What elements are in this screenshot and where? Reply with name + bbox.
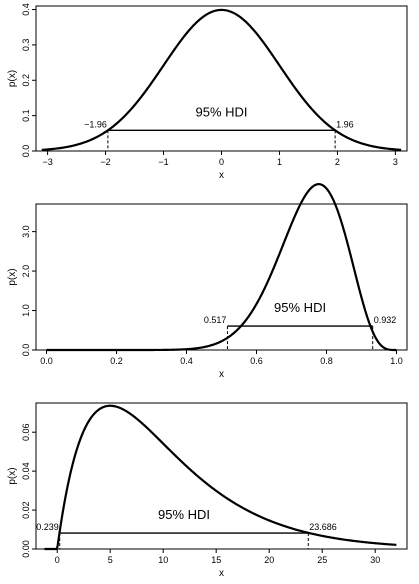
- x-tick-label: 10: [158, 555, 168, 565]
- x-tick-label: −1: [158, 157, 168, 167]
- y-tick-label: 0.04: [21, 462, 31, 480]
- y-tick-label: 0.4: [21, 3, 31, 16]
- x-tick-label: −3: [42, 157, 52, 167]
- x-tick-label: 1.0: [390, 356, 403, 366]
- x-tick-label: 30: [370, 555, 380, 565]
- y-tick-label: 0.02: [21, 501, 31, 519]
- x-tick-label: 0.6: [250, 356, 263, 366]
- y-tick-label: 3.0: [21, 225, 31, 238]
- y-tick-label: 0.06: [21, 423, 31, 441]
- x-tick-label: 0: [219, 157, 224, 167]
- x-tick-label: 0.4: [180, 356, 193, 366]
- x-tick-label: 25: [317, 555, 327, 565]
- y-axis-label: p(x): [7, 467, 18, 484]
- y-tick-label: 1.0: [21, 304, 31, 317]
- x-axis-label: x: [219, 568, 224, 579]
- x-tick-label: 0.8: [320, 356, 333, 366]
- x-axis-label: x: [219, 170, 224, 181]
- hdi-high-label: 23.686: [309, 522, 337, 532]
- x-tick-label: −2: [100, 157, 110, 167]
- hdi-high-label: 1.96: [336, 119, 354, 129]
- hdi-label: 95% HDI: [274, 300, 326, 315]
- hdi-label: 95% HDI: [158, 507, 210, 522]
- hdi-label: 95% HDI: [195, 104, 247, 119]
- x-axis-label: x: [219, 369, 224, 380]
- panel-1: −3 −2 −1 0 1 2 3 0.0 0.1 0.2 0.3 0.4 x p(x) 95% HDI −1.…: [7, 3, 408, 181]
- x-tick-label: 3: [393, 157, 398, 167]
- y-axis-label: p(x): [7, 268, 18, 285]
- x-tick-label: 0.0: [40, 356, 53, 366]
- hdi-high-label: 0.932: [374, 315, 397, 325]
- x-tick-label: 5: [108, 555, 113, 565]
- x-tick-label: 15: [211, 555, 221, 565]
- y-tick-label: 0.3: [21, 39, 31, 52]
- plot-frame: [35, 203, 408, 351]
- x-tick-label: 20: [264, 555, 274, 565]
- y-tick-label: 0.2: [21, 74, 31, 87]
- y-axis-label: p(x): [7, 70, 18, 87]
- x-tick-label: 0.2: [110, 356, 123, 366]
- hdi-low-label: −1.96: [84, 119, 107, 129]
- panel-3: 0 5 10 15 20 25 30 0.00 0.02 0.04 0.06 x p(x) 95% HDI…: [7, 402, 408, 579]
- y-tick-label: 2.0: [21, 265, 31, 278]
- hdi-low-label: 0.517: [204, 315, 227, 325]
- x-tick-label: 2: [335, 157, 340, 167]
- x-tick-label: 0: [55, 555, 60, 565]
- x-tick-label: 1: [277, 157, 282, 167]
- y-tick-label: 0.0: [21, 145, 31, 158]
- density-curve: [41, 8, 402, 151]
- hdi-low-label: 0.239: [36, 522, 59, 532]
- y-tick-label: 0.00: [21, 540, 31, 558]
- density-curve: [46, 183, 397, 352]
- panel-2: 0.0 0.2 0.4 0.6 0.8 1.0 0.0 1.0 2.0 3.0 x p(x) 95% H…: [7, 183, 408, 380]
- y-tick-label: 0.1: [21, 109, 31, 122]
- density-curve: [44, 404, 397, 551]
- y-tick-label: 0.0: [21, 344, 31, 357]
- plot-frame: [35, 402, 408, 550]
